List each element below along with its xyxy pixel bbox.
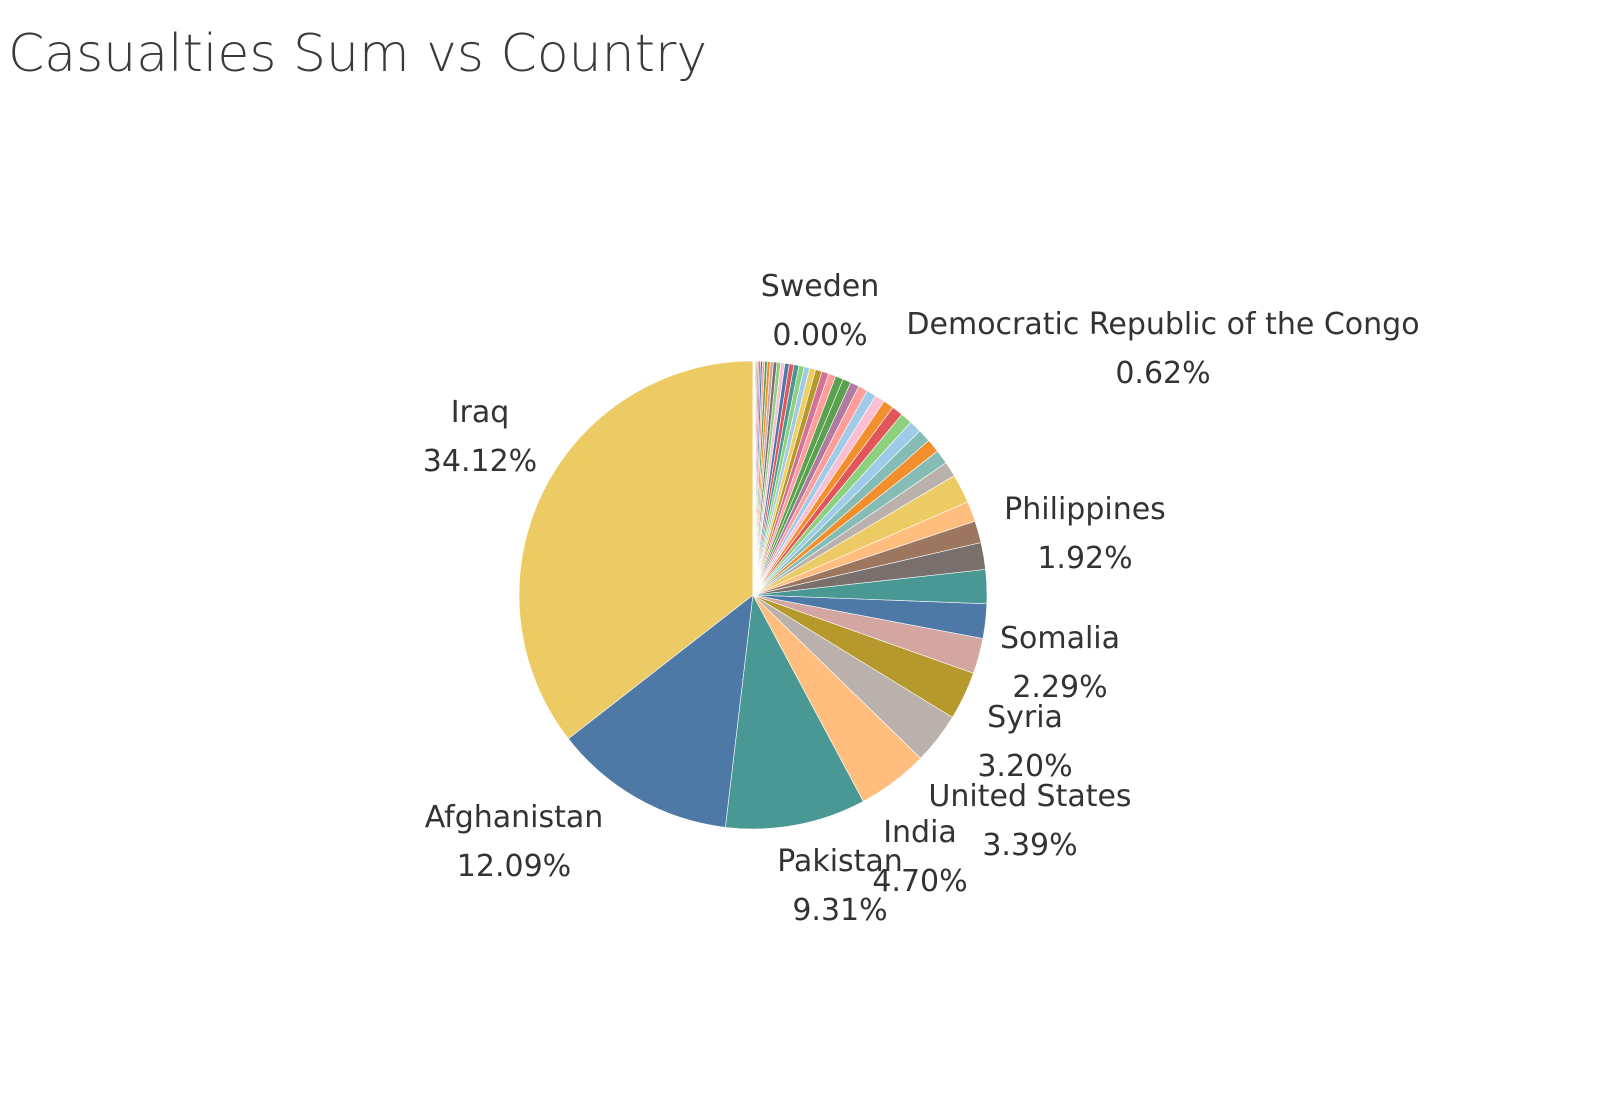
slice-label-syria: Syria [987,700,1063,735]
slice-percent-pakistan: 9.31% [792,893,887,928]
slice-label-somalia: Somalia [1000,621,1120,656]
pie-slice-afghanistan[interactable] [567,594,754,828]
slice-percent-united-states: 3.39% [982,828,1077,863]
slice-percent-syria: 3.20% [977,749,1072,784]
slice-label-sweden: Sweden [761,269,880,304]
slice-label-iraq: Iraq [451,395,510,430]
slice-label-pakistan: Pakistan [777,844,903,879]
slice-label-united-states: United States [928,779,1131,814]
slice-percent-afghanistan: 12.09% [457,849,571,884]
slice-percent-philippines: 1.92% [1037,541,1132,576]
pie-slices [518,360,988,830]
pie-slice-iraq[interactable] [518,360,754,740]
pie-labels: Iraq 34.12% Afghanistan 12.09% Pakistan 9.31%… [423,269,1420,928]
slice-percent-democratic-republic-of-the-congo: 0.62% [1115,356,1210,391]
slice-percent-iraq: 34.12% [423,444,537,479]
chart-title: Casualties Sum vs Country [8,24,708,84]
slice-label-democratic-republic-of-the-congo: Democratic Republic of the Congo [906,307,1419,342]
slice-label-afghanistan: Afghanistan [425,800,604,835]
pie-slice-pakistan[interactable] [725,594,864,830]
slice-percent-sweden: 0.00% [772,318,867,353]
slice-label-philippines: Philippines [1004,492,1166,527]
slice-percent-somalia: 2.29% [1012,670,1107,705]
slice-percent-india: 4.70% [872,864,967,899]
slice-label-india: India [883,815,957,850]
